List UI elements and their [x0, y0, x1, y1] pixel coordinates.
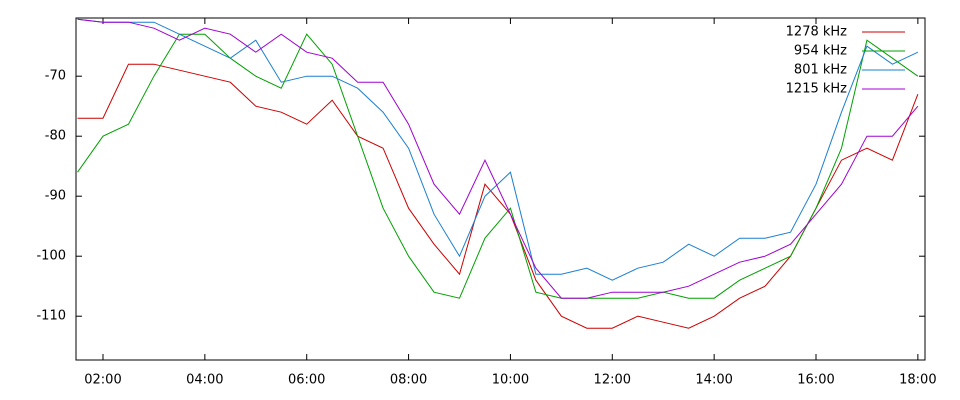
y-tick-label: -80 — [45, 129, 66, 144]
x-tick-label: 04:00 — [186, 373, 223, 388]
x-tick-label: 14:00 — [695, 373, 732, 388]
x-tick-label: 12:00 — [594, 373, 631, 388]
x-tick-label: 02:00 — [84, 373, 121, 388]
x-tick-label: 10:00 — [492, 373, 529, 388]
y-tick-label: -90 — [45, 189, 66, 204]
x-tick-label: 06:00 — [288, 373, 325, 388]
series-line — [77, 33, 919, 299]
legend-label: 801 kHz — [794, 63, 847, 78]
x-tick-label: 16:00 — [797, 373, 834, 388]
x-tick-label: 08:00 — [390, 373, 427, 388]
series-line — [77, 63, 919, 329]
legend-label: 1278 kHz — [786, 25, 848, 40]
x-tick-label: 18:00 — [899, 373, 936, 388]
y-tick-label: -110 — [36, 309, 66, 324]
y-tick-label: -100 — [36, 249, 66, 264]
legend-label: 954 kHz — [794, 44, 847, 59]
y-tick-label: -70 — [45, 69, 66, 84]
series-line — [77, 18, 919, 299]
series-line — [77, 18, 919, 281]
plot-frame — [75, 17, 926, 361]
legend-label: 1215 kHz — [786, 82, 848, 97]
